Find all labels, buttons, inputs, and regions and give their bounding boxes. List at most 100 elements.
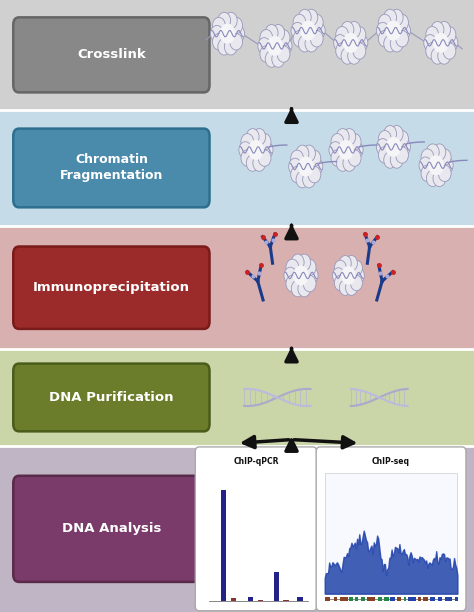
Circle shape (248, 140, 264, 160)
Circle shape (346, 256, 357, 271)
Circle shape (292, 280, 304, 297)
Circle shape (350, 260, 363, 275)
Circle shape (331, 150, 344, 166)
Circle shape (246, 155, 259, 171)
Circle shape (232, 26, 245, 42)
Circle shape (343, 155, 356, 171)
Circle shape (286, 275, 299, 292)
FancyBboxPatch shape (316, 447, 466, 611)
Text: DNA Purification: DNA Purification (49, 391, 173, 404)
Circle shape (230, 34, 243, 50)
Circle shape (291, 166, 303, 183)
Circle shape (308, 166, 321, 183)
FancyBboxPatch shape (195, 447, 317, 611)
Bar (445, 597, 452, 601)
Text: Immunoprecipitation: Immunoprecipitation (33, 281, 190, 294)
Circle shape (293, 31, 306, 47)
Circle shape (384, 9, 397, 26)
Circle shape (347, 48, 360, 64)
Circle shape (239, 142, 252, 159)
Circle shape (348, 150, 361, 166)
Circle shape (210, 26, 223, 42)
Circle shape (421, 149, 434, 165)
Bar (349, 597, 353, 601)
Circle shape (292, 254, 304, 271)
Bar (0, 349, 474, 446)
Circle shape (291, 23, 304, 39)
Circle shape (293, 14, 306, 31)
Circle shape (341, 21, 354, 38)
Circle shape (337, 129, 349, 145)
Circle shape (253, 155, 265, 171)
Circle shape (384, 152, 397, 168)
Circle shape (384, 35, 397, 52)
Bar (0, 0, 474, 110)
Bar (397, 597, 401, 601)
Circle shape (308, 150, 321, 166)
Circle shape (334, 35, 346, 51)
Bar (418, 597, 420, 601)
Circle shape (334, 260, 346, 275)
Circle shape (272, 24, 284, 41)
Circle shape (339, 280, 351, 296)
Bar (455, 597, 458, 601)
Circle shape (438, 21, 450, 38)
Circle shape (219, 24, 235, 44)
Circle shape (212, 17, 225, 34)
Circle shape (267, 36, 283, 56)
Circle shape (396, 31, 409, 47)
Circle shape (296, 145, 309, 162)
Circle shape (310, 31, 323, 47)
Circle shape (385, 21, 401, 41)
Circle shape (218, 39, 231, 55)
Circle shape (376, 23, 389, 39)
Circle shape (348, 133, 361, 150)
Circle shape (384, 125, 397, 142)
FancyBboxPatch shape (13, 476, 210, 582)
Bar (404, 597, 407, 601)
Circle shape (396, 130, 409, 147)
Circle shape (398, 139, 410, 155)
Circle shape (260, 29, 273, 46)
Bar (0, 446, 474, 612)
Circle shape (329, 142, 342, 159)
Bar (231, 599, 236, 601)
Circle shape (298, 280, 310, 297)
FancyBboxPatch shape (13, 364, 210, 431)
Circle shape (440, 157, 453, 174)
Circle shape (438, 165, 451, 182)
FancyBboxPatch shape (13, 129, 210, 207)
Circle shape (289, 159, 301, 175)
Circle shape (343, 33, 358, 53)
Circle shape (376, 139, 389, 155)
Circle shape (385, 137, 401, 157)
Circle shape (336, 43, 348, 59)
Circle shape (310, 14, 323, 31)
Circle shape (421, 165, 434, 182)
Bar (390, 597, 395, 601)
Circle shape (258, 38, 271, 54)
Circle shape (230, 17, 243, 34)
Bar (221, 490, 226, 601)
Bar (247, 597, 253, 601)
Bar (384, 597, 389, 601)
Circle shape (241, 150, 254, 166)
Circle shape (390, 152, 403, 168)
Circle shape (260, 46, 273, 62)
Circle shape (312, 23, 325, 39)
Circle shape (336, 26, 348, 43)
Circle shape (419, 157, 432, 174)
Circle shape (350, 275, 363, 291)
Circle shape (296, 171, 309, 188)
Circle shape (303, 259, 316, 275)
Circle shape (286, 259, 299, 275)
Circle shape (334, 275, 346, 291)
Circle shape (302, 171, 315, 188)
Circle shape (253, 129, 265, 145)
Circle shape (305, 35, 318, 52)
Bar (0, 110, 474, 226)
Bar (361, 597, 365, 601)
Circle shape (277, 46, 290, 62)
Circle shape (426, 43, 438, 59)
Circle shape (284, 267, 297, 284)
